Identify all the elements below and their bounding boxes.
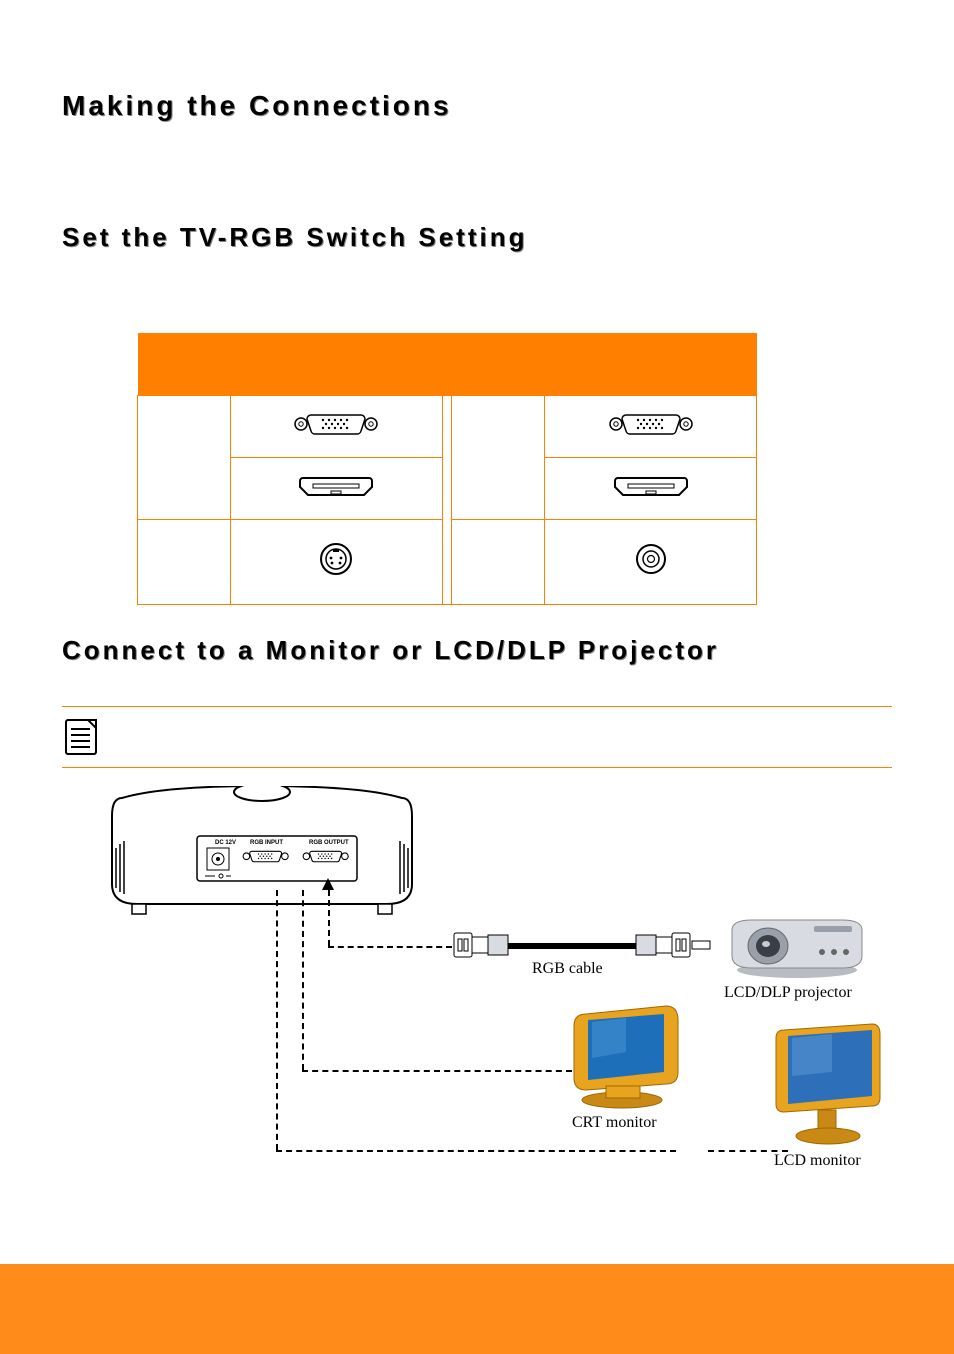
vga-port-icon-left bbox=[230, 395, 442, 457]
crt-monitor-label: CRT monitor bbox=[572, 1114, 657, 1132]
section-heading-1: Set the TV-RGB Switch Setting bbox=[62, 222, 892, 253]
vga-port-icon-right bbox=[545, 395, 757, 457]
row-label-2 bbox=[452, 395, 545, 519]
rgb-output-label: RGB OUTPUT bbox=[309, 840, 349, 846]
lcd-monitor-label: LCD monitor bbox=[774, 1152, 861, 1170]
row-label-3 bbox=[138, 519, 231, 604]
cvbs-port-icon bbox=[545, 519, 757, 604]
projector-icon bbox=[722, 912, 872, 982]
footer-bar bbox=[0, 1264, 954, 1354]
note-icon bbox=[62, 717, 102, 757]
note-callout bbox=[62, 706, 892, 768]
row-label-1 bbox=[138, 395, 231, 519]
svideo-port-icon bbox=[230, 519, 442, 604]
hdmi-port-icon-right bbox=[545, 457, 757, 519]
rgb-input-label: RGB INPUT bbox=[250, 840, 283, 846]
switch-setting-table bbox=[137, 333, 757, 605]
lcd-monitor-icon bbox=[768, 1020, 888, 1150]
projector-label: LCD/DLP projector bbox=[724, 984, 852, 1002]
crt-monitor-icon bbox=[566, 1002, 686, 1112]
dc-port-label: DC 12V bbox=[215, 840, 236, 846]
source-device-icon: DC 12V RGB INPUT RGB OUTPUT bbox=[102, 786, 422, 926]
page-title: Making the Connections bbox=[62, 90, 892, 122]
section-heading-2: Connect to a Monitor or LCD/DLP Projecto… bbox=[62, 635, 892, 666]
rgb-cable-left-plug-icon bbox=[452, 929, 512, 961]
row-label-4 bbox=[452, 519, 545, 604]
rgb-cable-right-plug-icon bbox=[634, 929, 714, 961]
connection-diagram: DC 12V RGB INPUT RGB OUTPUT bbox=[72, 786, 892, 1186]
rgb-cable-label: RGB cable bbox=[532, 960, 603, 978]
hdmi-port-icon-left bbox=[230, 457, 442, 519]
